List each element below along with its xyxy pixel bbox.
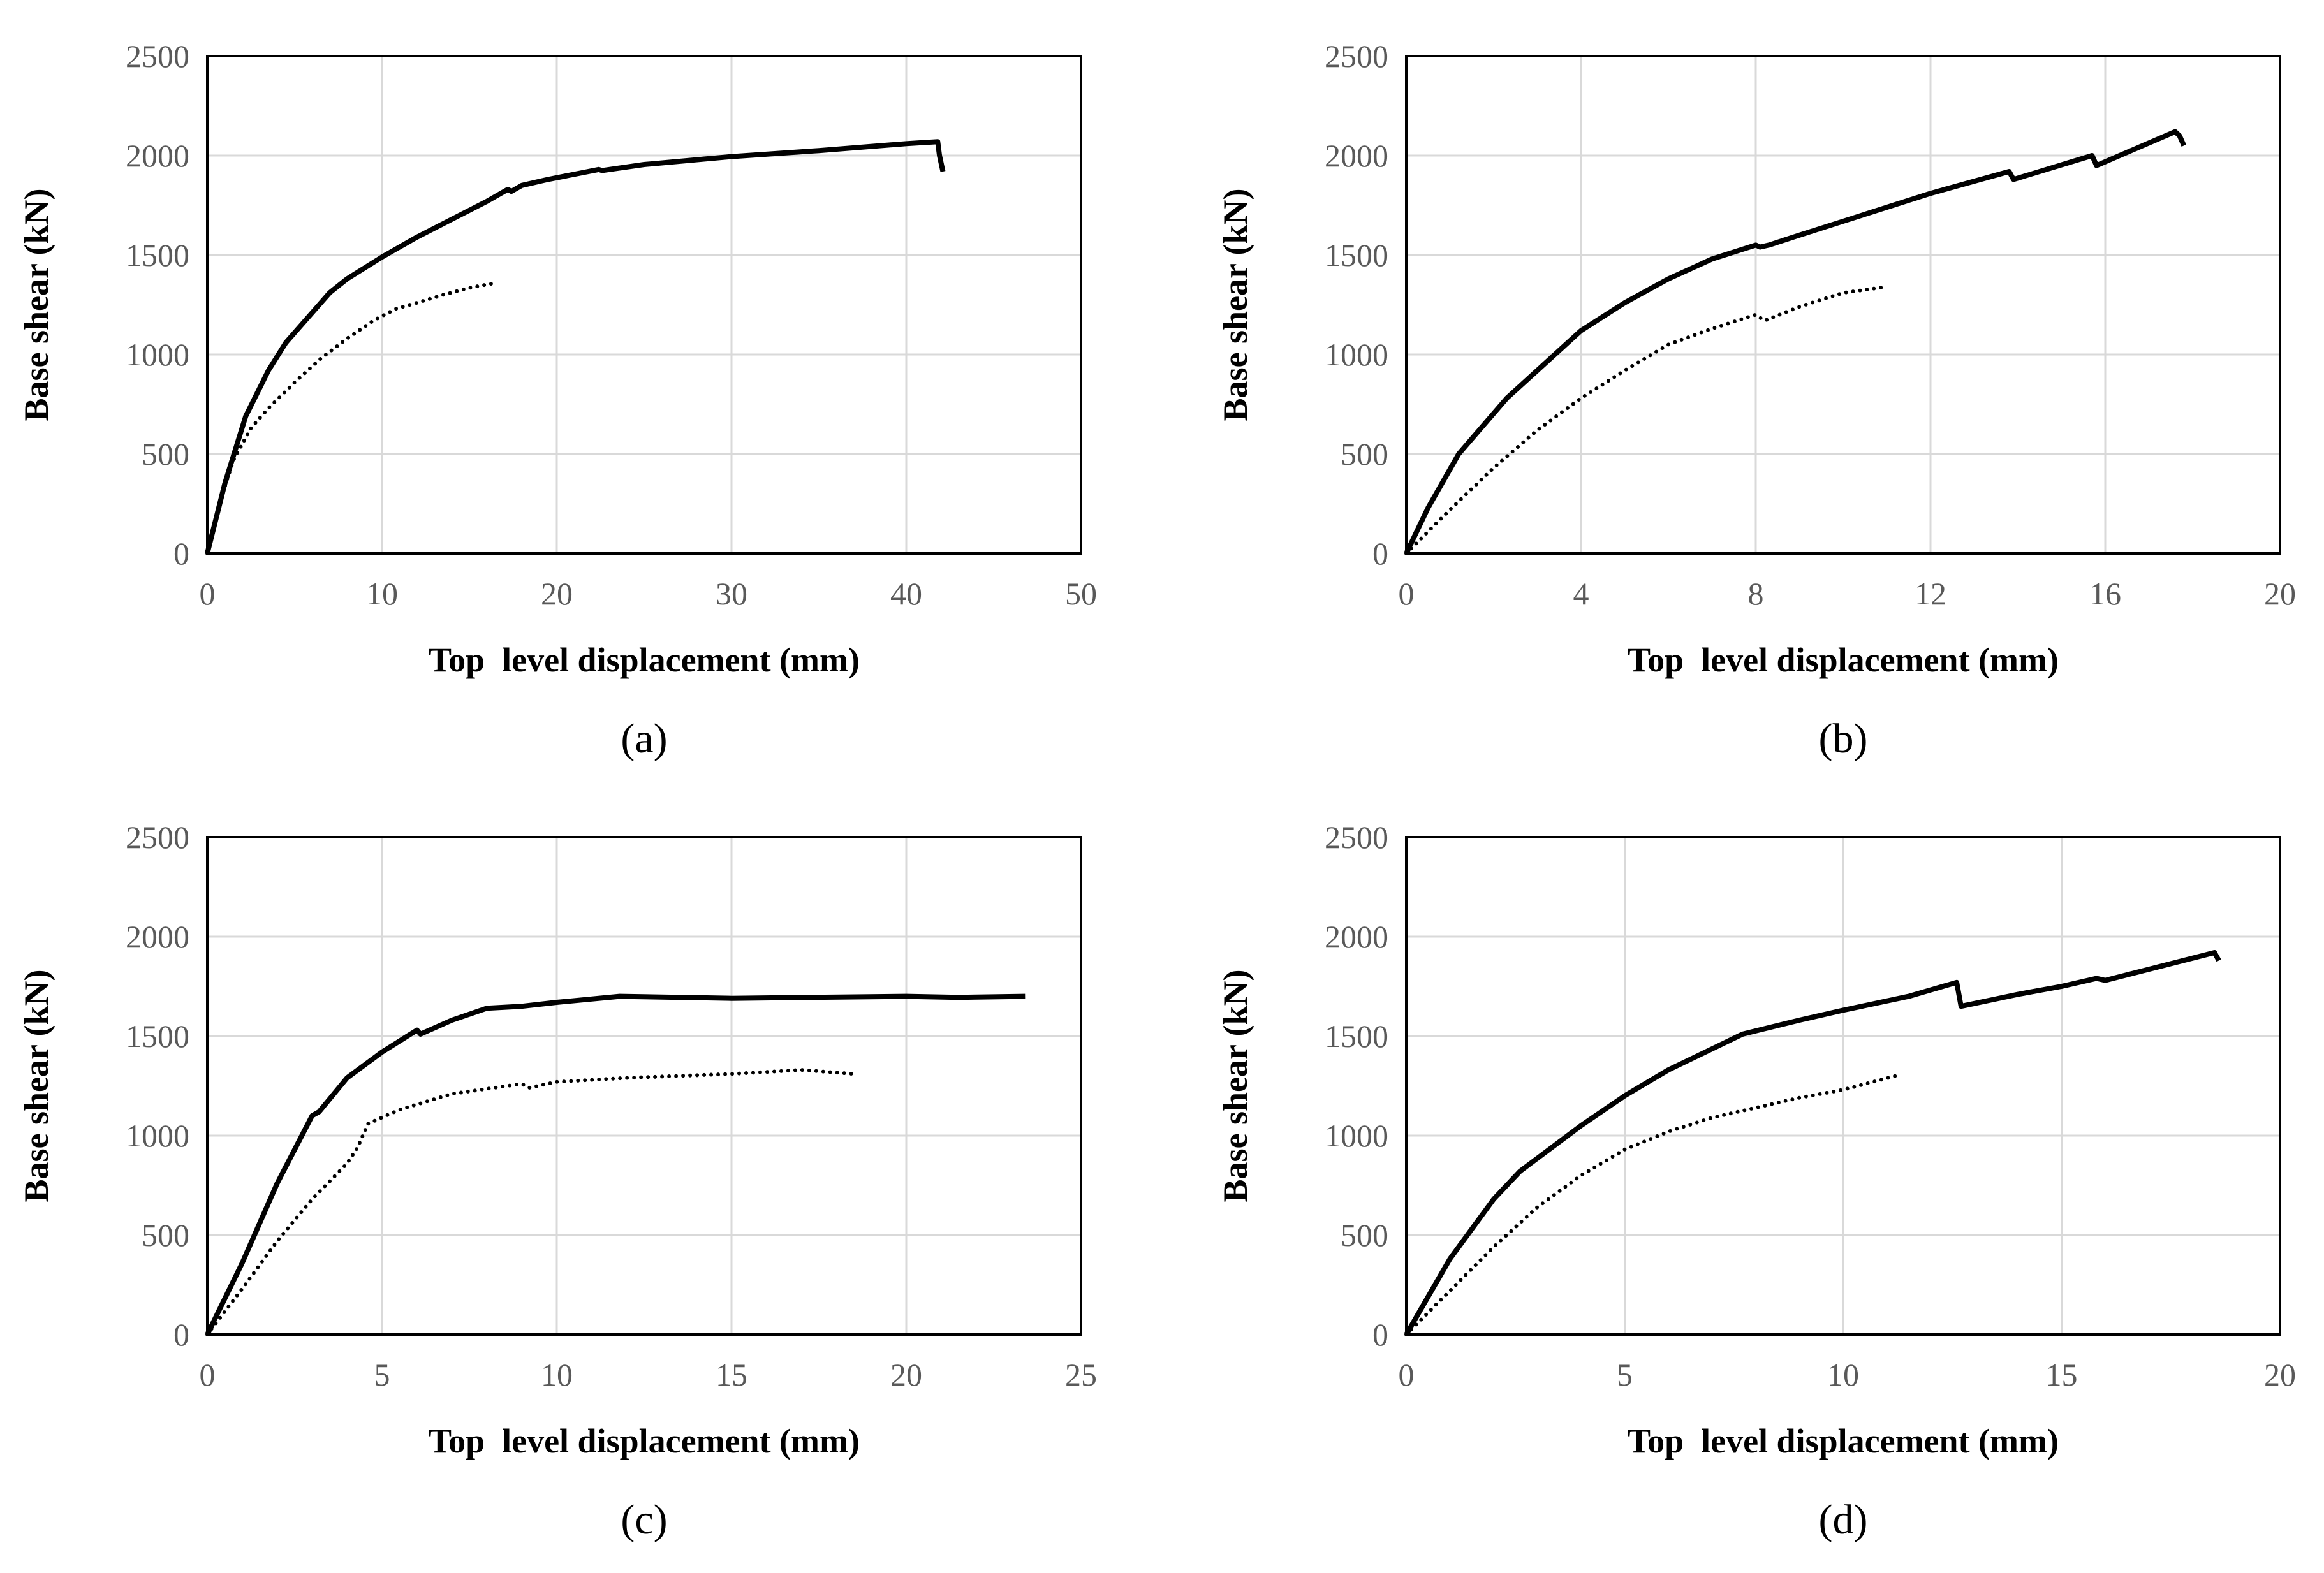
- y-tick-label: 1000: [126, 1118, 189, 1153]
- plot-area-frame: [206, 836, 1082, 1336]
- x-tick-label: 5: [374, 1357, 390, 1393]
- chart-panel-d: 0 5 10 15 20 0 500 1000 1500 2000 2500 Top level di…: [1216, 819, 2296, 1543]
- x-tick-label: 5: [1617, 1357, 1633, 1393]
- x-tick-label: 4: [1573, 576, 1589, 611]
- series-line-dotted: [205, 281, 498, 555]
- y-tick-label: 500: [1341, 436, 1388, 472]
- plot-area-frame: [1405, 836, 2281, 1336]
- y-tick-label: 0: [1372, 536, 1388, 571]
- series-line-solid: [1404, 950, 2221, 1336]
- x-tick-label: 20: [541, 576, 573, 611]
- series-line-solid: [205, 993, 1026, 1336]
- x-tick-label: 15: [716, 1357, 747, 1393]
- y-tick-label: 1500: [1325, 237, 1388, 273]
- y-tick-label: 0: [173, 1317, 189, 1352]
- x-tick-label: 0: [200, 576, 216, 611]
- panel-caption: (d): [1819, 1496, 1868, 1543]
- series-line-dotted: [205, 1068, 856, 1336]
- x-axis-label: Top level displacement (mm): [1628, 1422, 2059, 1460]
- x-tick-label: 15: [2046, 1357, 2078, 1393]
- x-tick-label: 0: [1399, 576, 1415, 611]
- x-tick-label: 12: [1915, 576, 1946, 611]
- x-tick-label: 10: [366, 576, 398, 611]
- panel-caption: (b): [1819, 715, 1868, 762]
- x-tick-label: 8: [1748, 576, 1764, 611]
- y-axis-label: Base shear (kN): [1216, 188, 1254, 421]
- y-tick-label: 2000: [1325, 138, 1388, 173]
- chart-panel-b: 0 4 8 12 16 20 0 500 1000 1500 2000 2500 Top level d…: [1216, 38, 2296, 762]
- panel-caption: (a): [621, 715, 667, 762]
- x-axis-label: Top level displacement (mm): [429, 1422, 860, 1460]
- x-tick-label: 25: [1065, 1357, 1097, 1393]
- x-tick-label: 20: [2264, 576, 2296, 611]
- series-line-solid: [1404, 129, 2186, 555]
- x-tick-label: 30: [716, 576, 747, 611]
- chart-panel-c: 0 5 10 15 20 25 0 500 1000 1500 2000 2500 Top level …: [17, 819, 1097, 1543]
- y-axis-label: Base shear (kN): [17, 188, 55, 421]
- x-tick-label: 20: [2264, 1357, 2296, 1393]
- x-tick-label: 10: [541, 1357, 573, 1393]
- y-tick-label: 1000: [1325, 1118, 1388, 1153]
- y-axis-label: Base shear (kN): [17, 969, 55, 1202]
- y-axis-label: Base shear (kN): [1216, 969, 1254, 1202]
- x-tick-label: 20: [890, 1357, 922, 1393]
- y-tick-label: 0: [1372, 1317, 1388, 1352]
- x-tick-label: 10: [1827, 1357, 1859, 1393]
- y-tick-label: 2500: [126, 38, 189, 74]
- x-axis-label: Top level displacement (mm): [1628, 641, 2059, 679]
- series-line-dotted: [1404, 284, 1889, 555]
- y-tick-label: 2500: [126, 819, 189, 855]
- plot-area-frame: [206, 55, 1082, 555]
- x-tick-label: 0: [200, 1357, 216, 1393]
- y-tick-label: 500: [142, 436, 189, 472]
- x-tick-label: 0: [1399, 1357, 1415, 1393]
- x-tick-label: 40: [890, 576, 922, 611]
- y-tick-label: 0: [173, 536, 189, 571]
- y-tick-label: 2500: [1325, 38, 1388, 74]
- y-tick-label: 500: [142, 1217, 189, 1253]
- y-tick-label: 1000: [1325, 337, 1388, 372]
- x-tick-label: 50: [1065, 576, 1097, 611]
- y-tick-label: 1000: [126, 337, 189, 372]
- y-tick-label: 2000: [1325, 919, 1388, 955]
- x-tick-label: 16: [2089, 576, 2121, 611]
- y-tick-label: 1500: [126, 1018, 189, 1054]
- plot-area-frame: [1405, 55, 2281, 555]
- y-tick-label: 1500: [1325, 1018, 1388, 1054]
- y-tick-label: 500: [1341, 1217, 1388, 1253]
- y-tick-label: 1500: [126, 237, 189, 273]
- series-line-dotted: [1404, 1074, 1898, 1336]
- y-tick-label: 2500: [1325, 819, 1388, 855]
- y-tick-label: 2000: [126, 138, 189, 173]
- series-line-solid: [205, 139, 946, 554]
- panel-caption: (c): [621, 1496, 667, 1543]
- x-axis-label: Top level displacement (mm): [429, 641, 860, 679]
- y-tick-label: 2000: [126, 919, 189, 955]
